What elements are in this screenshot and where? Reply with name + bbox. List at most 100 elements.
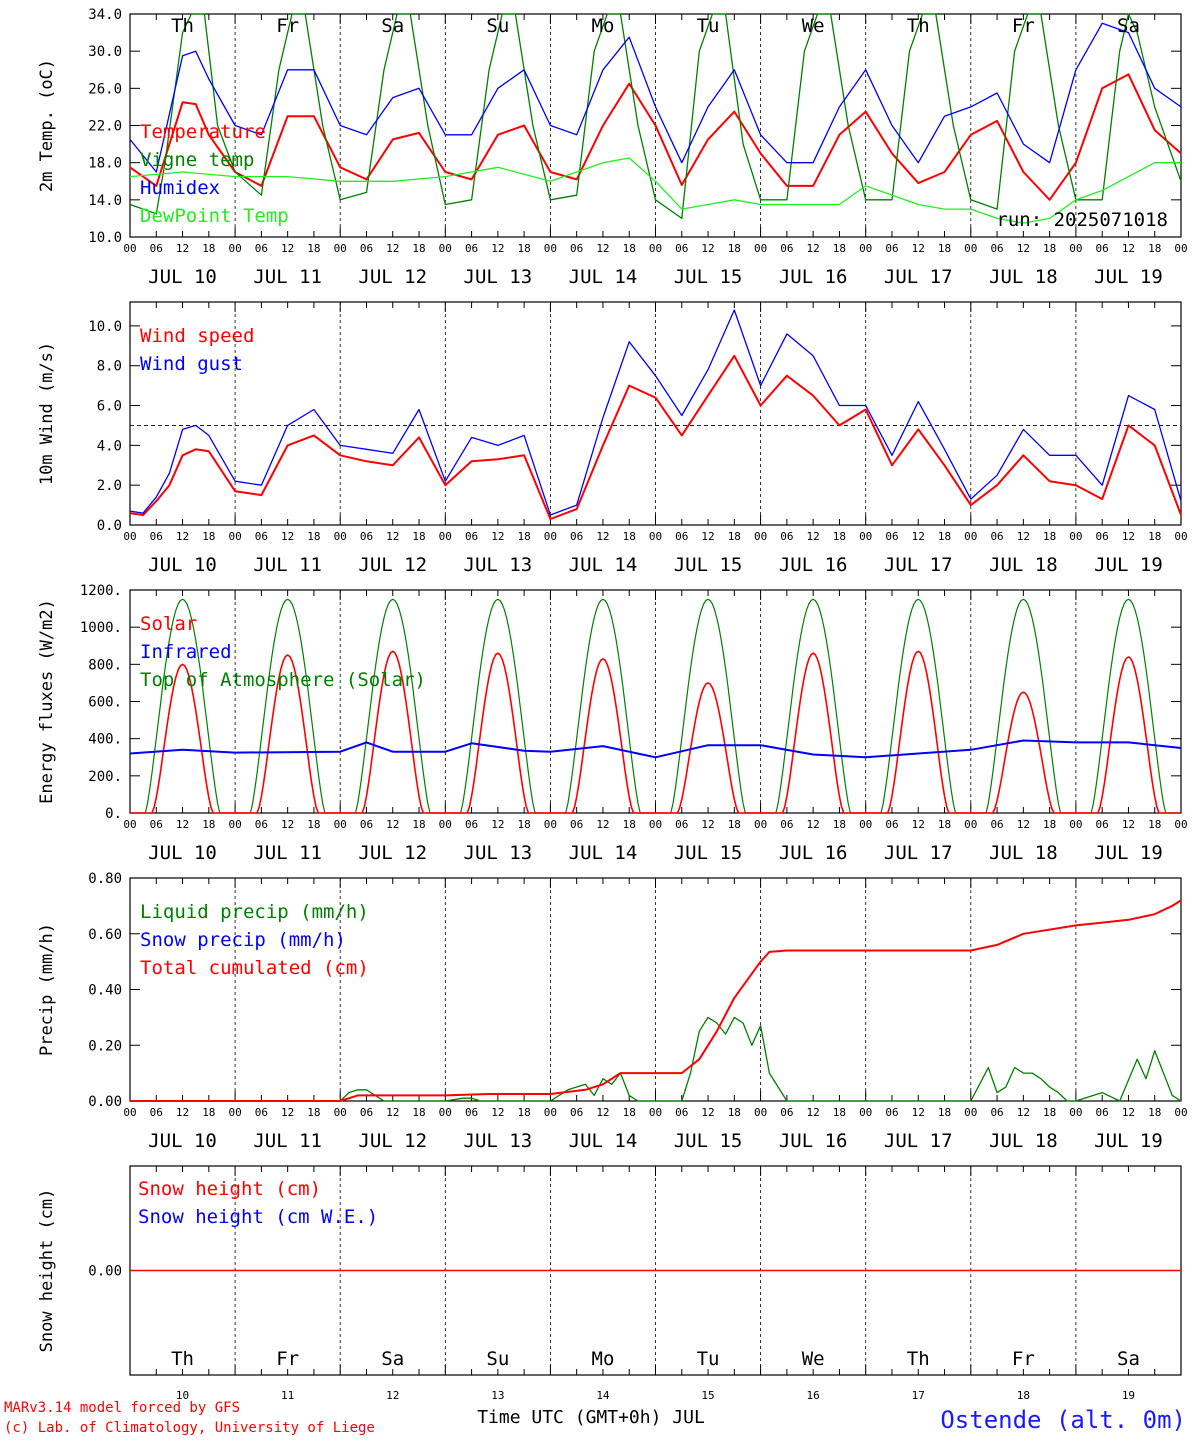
series-line-total-cumulated-cm- <box>130 899 1182 1102</box>
hour-tick-label: 00 <box>859 818 872 831</box>
hour-tick-label: 06 <box>360 242 373 255</box>
hour-tick-label: 18 <box>307 1106 320 1119</box>
date-label: JUL 16 <box>779 266 848 288</box>
y-tick-label: 30.0 <box>88 44 122 60</box>
y-axis-title: Precip (mm/h) <box>37 923 57 1056</box>
y-axis-title: 10m Wind (m/s) <box>37 342 57 485</box>
hour-tick-label: 06 <box>780 242 793 255</box>
day-number-label: 13 <box>491 1389 504 1402</box>
hour-tick-label: 00 <box>439 818 452 831</box>
legend-label: Total cumulated (cm) <box>140 957 369 979</box>
lab-credit: (c) Lab. of Climatology, University of L… <box>4 1420 375 1436</box>
hour-tick-label: 12 <box>596 530 609 543</box>
hour-tick-label: 12 <box>701 242 714 255</box>
hour-tick-label: 18 <box>728 1106 741 1119</box>
legend-label: Solar <box>140 613 197 635</box>
y-tick-label: 0.0 <box>97 518 122 534</box>
date-label: JUL 14 <box>569 266 638 288</box>
hour-tick-label: 18 <box>202 1106 215 1119</box>
legend-label: Vigne temp <box>140 149 254 171</box>
series-line-liquid-precip-mm-h- <box>130 1016 1182 1102</box>
hour-tick-label: 12 <box>281 1106 294 1119</box>
hour-tick-label: 06 <box>885 1106 898 1119</box>
hour-tick-label: 06 <box>1096 242 1109 255</box>
date-label: JUL 17 <box>884 1130 953 1152</box>
hour-tick-label: 18 <box>1148 530 1161 543</box>
y-tick-label: 34.0 <box>88 7 122 23</box>
weekday-label: Fr <box>1012 15 1035 37</box>
y-tick-label: 800. <box>88 657 122 673</box>
y-tick-label: 10.0 <box>88 319 122 335</box>
hour-tick-label: 18 <box>202 818 215 831</box>
weekday-label: Su <box>486 1348 509 1370</box>
hour-tick-label: 00 <box>544 1106 557 1119</box>
y-axis-title: 2m Temp. (oC) <box>37 59 57 192</box>
hour-tick-label: 00 <box>439 530 452 543</box>
weekday-label: Th <box>171 1348 194 1370</box>
date-label: JUL 11 <box>253 266 322 288</box>
date-label: JUL 11 <box>253 842 322 864</box>
hour-tick-label: 00 <box>649 530 662 543</box>
hour-tick-label: 18 <box>623 242 636 255</box>
weekday-label: Sa <box>381 1348 404 1370</box>
hour-tick-label: 18 <box>938 1106 951 1119</box>
hour-tick-label: 00 <box>228 242 241 255</box>
date-label: JUL 10 <box>148 842 217 864</box>
date-label: JUL 19 <box>1094 842 1163 864</box>
y-tick-label: 200. <box>88 769 122 785</box>
hour-tick-label: 18 <box>412 530 425 543</box>
hour-tick-label: 18 <box>518 530 531 543</box>
hour-tick-label: 06 <box>465 530 478 543</box>
weekday-label: We <box>802 1348 825 1370</box>
hour-tick-label: 18 <box>1043 818 1056 831</box>
date-label: JUL 15 <box>674 842 743 864</box>
hour-tick-label: 00 <box>123 242 136 255</box>
hour-tick-label: 00 <box>754 818 767 831</box>
date-label: JUL 19 <box>1094 554 1163 576</box>
hour-tick-label: 06 <box>885 818 898 831</box>
hour-tick-label: 12 <box>281 242 294 255</box>
hour-tick-label: 00 <box>964 530 977 543</box>
date-label: JUL 12 <box>358 266 427 288</box>
hour-tick-label: 12 <box>596 242 609 255</box>
date-label: JUL 15 <box>674 266 743 288</box>
y-tick-label: 400. <box>88 732 122 748</box>
date-label: JUL 18 <box>989 266 1058 288</box>
hour-tick-label: 18 <box>202 242 215 255</box>
hour-tick-label: 18 <box>623 818 636 831</box>
hour-tick-label: 00 <box>1069 530 1082 543</box>
hour-tick-label: 00 <box>123 530 136 543</box>
hour-tick-label: 00 <box>228 530 241 543</box>
y-tick-label: 18.0 <box>88 156 122 172</box>
hour-tick-label: 18 <box>938 530 951 543</box>
y-tick-label: 6.0 <box>97 399 122 415</box>
y-tick-label: 0.40 <box>88 983 122 999</box>
date-label: JUL 10 <box>148 1130 217 1152</box>
hour-tick-label: 18 <box>728 818 741 831</box>
hour-tick-label: 12 <box>701 1106 714 1119</box>
y-tick-label: 0.00 <box>88 1094 122 1110</box>
date-label: JUL 16 <box>779 1130 848 1152</box>
hour-tick-label: 18 <box>728 242 741 255</box>
date-label: JUL 17 <box>884 842 953 864</box>
hour-tick-label: 18 <box>623 1106 636 1119</box>
hour-tick-label: 18 <box>202 530 215 543</box>
weekday-label: Tu <box>697 1348 720 1370</box>
hour-tick-label: 18 <box>307 818 320 831</box>
hour-tick-label: 12 <box>596 1106 609 1119</box>
hour-tick-label: 06 <box>255 242 268 255</box>
hour-tick-label: 12 <box>912 818 925 831</box>
hour-tick-label: 18 <box>938 242 951 255</box>
series-line-dewpoint-temp <box>129 157 1181 224</box>
date-label: JUL 15 <box>674 554 743 576</box>
hour-tick-label: 06 <box>465 1106 478 1119</box>
date-label: JUL 11 <box>253 1130 322 1152</box>
hour-tick-label: 12 <box>1122 530 1135 543</box>
y-tick-label: 10.0 <box>88 230 122 246</box>
hour-tick-label: 12 <box>176 1106 189 1119</box>
hour-tick-label: 18 <box>518 242 531 255</box>
hour-tick-label: 18 <box>1043 1106 1056 1119</box>
hour-tick-label: 06 <box>255 818 268 831</box>
day-number-label: 18 <box>1017 1389 1030 1402</box>
